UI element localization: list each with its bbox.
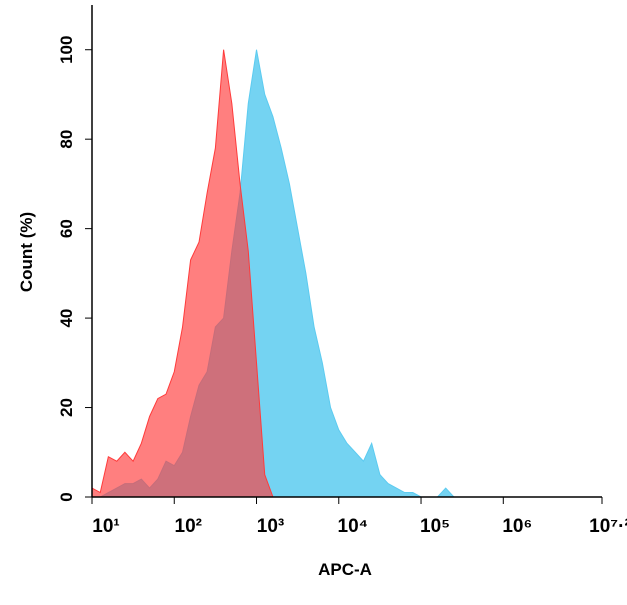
y-tick-label: 100 [57,36,76,64]
y-axis-title: Count (%) [17,212,36,292]
x-tick-label: 10⁷·² [589,516,627,537]
x-tick-label: 10⁶ [502,516,532,537]
x-tick-label: 10⁵ [420,516,450,537]
y-tick-label: 0 [57,492,76,501]
x-tick-label: 10⁴ [338,516,369,537]
y-tick-label: 20 [57,398,76,417]
y-tick-label: 60 [57,219,76,238]
x-tick-label: 10² [175,516,202,537]
x-axis-title: APC-A [318,560,372,579]
x-tick-label: 10¹ [92,516,119,537]
y-tick-label: 40 [57,309,76,328]
y-tick-label: 80 [57,130,76,149]
x-tick-label: 10³ [257,516,284,537]
